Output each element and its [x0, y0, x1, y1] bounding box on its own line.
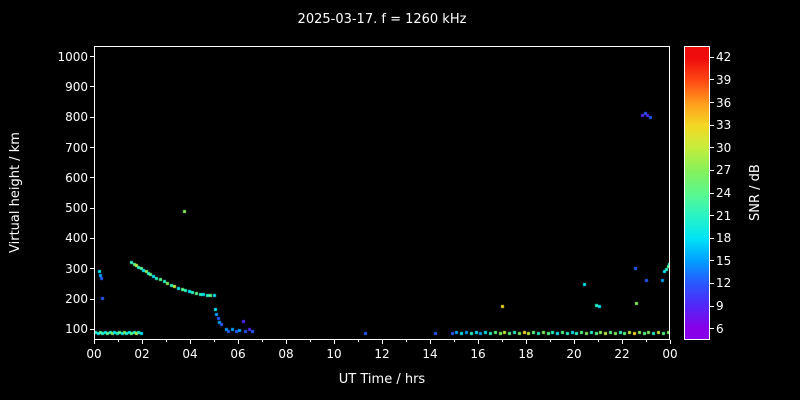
y-tick-mark [90, 86, 94, 88]
x-tick-mark [621, 340, 623, 344]
colorbar-tick-mark [710, 305, 714, 307]
colorbar-tick-label: 30 [716, 140, 732, 155]
x-minor-tick-mark [405, 340, 407, 342]
x-tick-label: 02 [134, 347, 150, 361]
colorbar-tick-mark [710, 79, 714, 81]
y-tick-label: 700 [65, 140, 88, 155]
colorbar-gradient [684, 46, 710, 340]
y-tick-label: 1000 [57, 49, 88, 64]
x-tick-mark [429, 340, 431, 344]
x-tick-mark [573, 340, 575, 344]
x-axis-label: UT Time / hrs [338, 372, 426, 387]
colorbar-tick-label: 12 [716, 276, 732, 291]
y-tick-mark [90, 56, 94, 58]
y-tick-mark [90, 298, 94, 300]
x-minor-tick-mark [453, 340, 455, 342]
colorbar-tick-mark [710, 56, 714, 58]
x-tick-label: 04 [182, 347, 198, 361]
colorbar-tick-mark [710, 124, 714, 126]
x-minor-tick-mark [213, 340, 215, 342]
x-tick-label: 22 [614, 347, 630, 361]
y-tick-label: 500 [65, 201, 88, 216]
colorbar-tick-mark [710, 169, 714, 171]
y-tick-label: 900 [65, 79, 88, 94]
y-tick-label: 600 [65, 170, 88, 185]
x-tick-mark [477, 340, 479, 344]
y-tick-mark [90, 116, 94, 118]
chart-title: 2025-03-17. f = 1260 kHz [297, 12, 467, 27]
x-tick-label: 14 [422, 347, 438, 361]
scatter-plot-canvas [94, 46, 670, 340]
y-axis-label: Virtual height / km [8, 132, 23, 254]
x-minor-tick-mark [597, 340, 599, 342]
y-tick-mark [90, 147, 94, 149]
colorbar-tick-mark [710, 215, 714, 217]
x-tick-label: 20 [566, 347, 582, 361]
x-tick-mark [669, 340, 671, 344]
x-tick-label: 18 [518, 347, 534, 361]
y-tick-label: 300 [65, 261, 88, 276]
colorbar-tick-mark [710, 328, 714, 330]
colorbar-tick-label: 39 [716, 72, 732, 87]
colorbar-tick-label: 33 [716, 118, 732, 133]
y-tick-mark [90, 207, 94, 209]
x-minor-tick-mark [357, 340, 359, 342]
y-tick-mark [90, 268, 94, 270]
y-tick-label: 800 [65, 110, 88, 125]
x-tick-label: 00 [86, 347, 102, 361]
x-minor-tick-mark [117, 340, 119, 342]
x-tick-label: 12 [374, 347, 390, 361]
x-tick-mark [525, 340, 527, 344]
colorbar-tick-label: 6 [716, 321, 724, 336]
colorbar-tick-mark [710, 147, 714, 149]
x-minor-tick-mark [549, 340, 551, 342]
x-minor-tick-mark [165, 340, 167, 342]
x-tick-mark [333, 340, 335, 344]
x-tick-mark [381, 340, 383, 344]
colorbar-tick-mark [710, 260, 714, 262]
colorbar-tick-label: 18 [716, 231, 732, 246]
colorbar-tick-label: 9 [716, 299, 724, 314]
y-tick-label: 200 [65, 292, 88, 307]
x-minor-tick-mark [261, 340, 263, 342]
x-minor-tick-mark [309, 340, 311, 342]
x-tick-label: 06 [230, 347, 246, 361]
x-tick-mark [237, 340, 239, 344]
y-tick-label: 400 [65, 231, 88, 246]
colorbar-tick-label: 24 [716, 186, 732, 200]
colorbar-tick-label: 21 [716, 208, 732, 223]
x-minor-tick-mark [501, 340, 503, 342]
x-tick-label: 10 [326, 347, 342, 361]
y-tick-mark [90, 237, 94, 239]
colorbar-tick-label: 27 [716, 163, 732, 178]
colorbar-tick-mark [710, 102, 714, 104]
colorbar-tick-label: 36 [716, 95, 732, 110]
y-tick-label: 100 [65, 322, 88, 337]
x-tick-mark [189, 340, 191, 344]
colorbar-tick-label: 15 [716, 253, 732, 268]
x-tick-label: 08 [278, 347, 294, 361]
colorbar-tick-mark [710, 282, 714, 284]
y-tick-mark [90, 328, 94, 330]
x-minor-tick-mark [645, 340, 647, 342]
colorbar-tick-mark [710, 237, 714, 239]
x-tick-mark [141, 340, 143, 344]
colorbar-tick-label: 42 [716, 50, 732, 65]
x-tick-mark [285, 340, 287, 344]
colorbar-tick-mark [710, 192, 714, 194]
colorbar-label: SNR / dB [748, 164, 763, 222]
x-tick-label: 00 [662, 347, 678, 361]
x-tick-mark [93, 340, 95, 344]
x-tick-label: 16 [470, 347, 486, 361]
y-tick-mark [90, 177, 94, 179]
